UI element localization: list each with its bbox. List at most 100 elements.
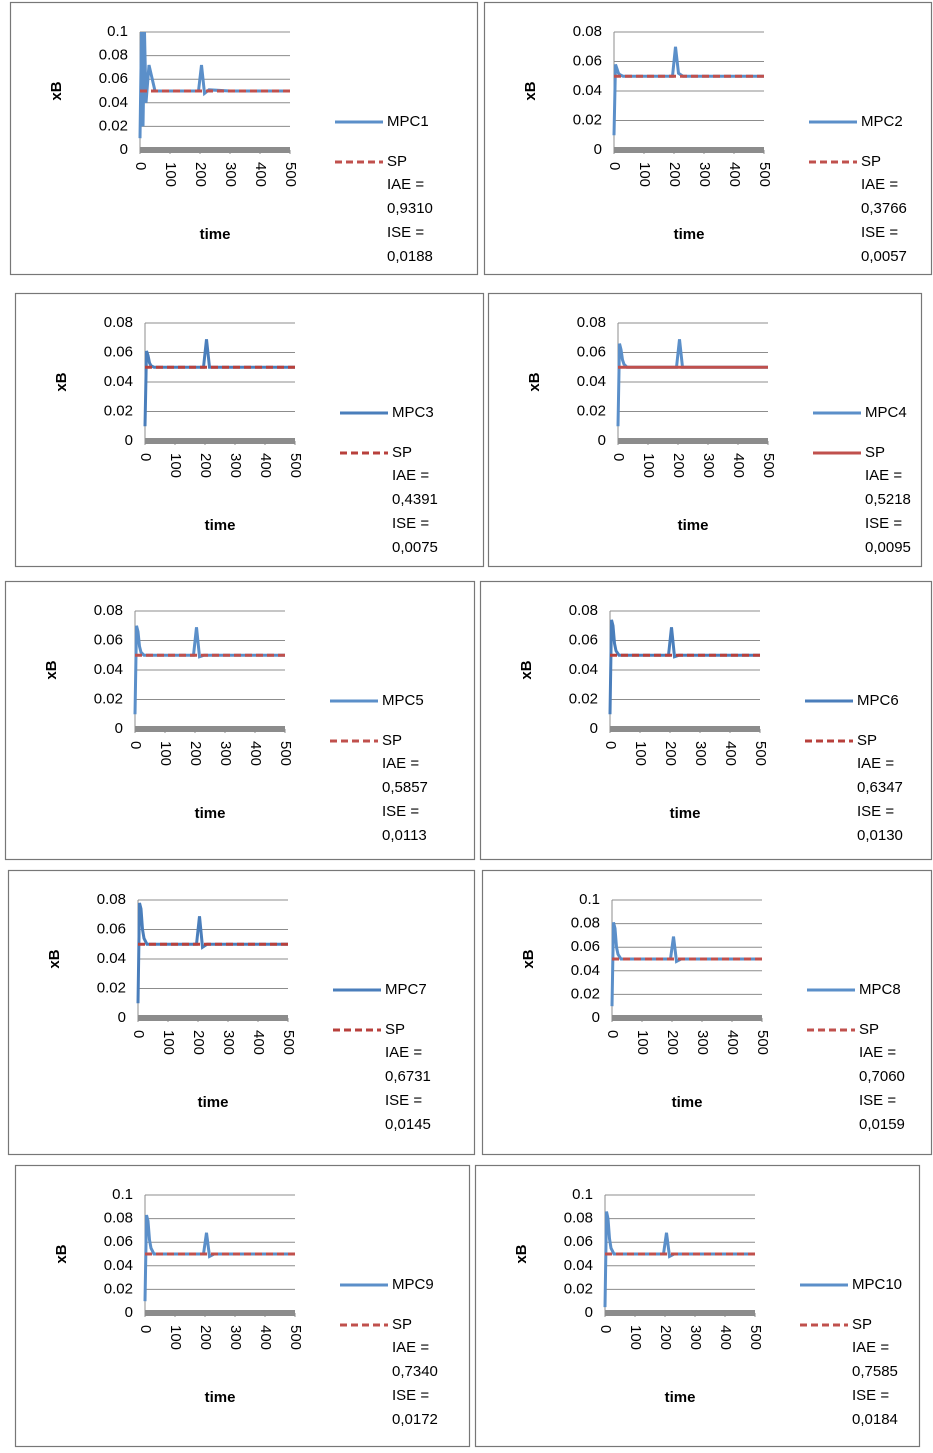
- x-tick-label: 300: [696, 162, 713, 187]
- x-tick-label: 200: [190, 1030, 207, 1055]
- y-tick-label: 0.02: [564, 1280, 593, 1297]
- x-tick-label: 200: [197, 1325, 214, 1350]
- y-tick-label: 0.08: [97, 891, 126, 908]
- data-line: [145, 1215, 295, 1301]
- y-tick-label: 0.08: [569, 602, 598, 619]
- annotation: IAE =: [392, 1339, 429, 1356]
- x-tick-label: 400: [252, 162, 269, 187]
- legend-label: MPC9: [392, 1276, 434, 1293]
- annotation: IAE =: [392, 467, 429, 484]
- y-tick-label: 0: [598, 432, 606, 449]
- x-tick-label: 0: [602, 741, 619, 749]
- data-line: [610, 620, 760, 714]
- annotation: 0,0113: [382, 827, 427, 844]
- x-tick-label: 400: [726, 162, 743, 187]
- y-tick-label: 0.1: [112, 1186, 133, 1203]
- x-tick-label: 500: [747, 1325, 764, 1350]
- y-tick-label: 0.04: [99, 94, 128, 111]
- annotation: 0,0095: [865, 539, 911, 556]
- annotation: 0,0075: [392, 539, 438, 556]
- annotation: IAE =: [861, 176, 898, 193]
- x-tick-label: 400: [257, 453, 274, 478]
- y-tick-label: 0.06: [94, 631, 123, 648]
- y-tick-label: 0.08: [564, 1210, 593, 1227]
- x-tick-label: 200: [662, 741, 679, 766]
- annotation: 0,7060: [859, 1068, 905, 1085]
- legend-label: MPC5: [382, 692, 424, 709]
- chart-panel: 00.020.040.060.080.10100200300400500time…: [476, 1166, 920, 1447]
- legend-label: MPC1: [387, 113, 429, 130]
- y-tick-label: 0: [585, 1304, 593, 1321]
- x-tick-label: 0: [130, 1030, 147, 1038]
- annotation: 0,0145: [385, 1116, 431, 1133]
- annotation: 0,0159: [859, 1116, 905, 1133]
- y-axis-title: xB: [520, 949, 537, 968]
- annotation: 0,9310: [387, 200, 433, 217]
- x-tick-label: 100: [157, 741, 174, 766]
- y-tick-label: 0.04: [104, 1257, 133, 1274]
- annotation: 0,0130: [857, 827, 903, 844]
- chart-panel: 00.020.040.060.080100200300400500timexBM…: [485, 3, 932, 275]
- y-axis-title: xB: [53, 1244, 70, 1263]
- y-tick-label: 0: [115, 720, 123, 737]
- y-axis-title: xB: [48, 81, 65, 100]
- x-axis-title: time: [678, 517, 709, 534]
- legend-label: MPC10: [852, 1276, 902, 1293]
- annotation: ISE =: [865, 515, 902, 532]
- data-line: [605, 1212, 755, 1308]
- y-tick-label: 0.02: [577, 402, 606, 419]
- x-tick-label: 400: [247, 741, 264, 766]
- panel-border: [16, 1166, 470, 1447]
- x-tick-label: 400: [724, 1030, 741, 1055]
- x-axis-title: time: [205, 517, 236, 534]
- x-tick-label: 500: [760, 453, 777, 478]
- annotation: IAE =: [387, 176, 424, 193]
- chart-grid: 0 0.02 0.04 0.06 0.08 0.1 0 100 200 300 400 500 time…: [0, 0, 933, 1448]
- x-tick-label: 300: [692, 741, 709, 766]
- x-tick-label: 100: [162, 162, 179, 187]
- y-tick-label: 0.06: [577, 343, 606, 360]
- annotation: 0,7585: [852, 1363, 898, 1380]
- y-tick-label: 0.06: [97, 920, 126, 937]
- y-tick-label: 0.1: [572, 1186, 593, 1203]
- x-tick-label: 0: [127, 741, 144, 749]
- annotation: IAE =: [385, 1044, 422, 1061]
- x-tick-label: 300: [687, 1325, 704, 1350]
- panel-border: [9, 871, 475, 1155]
- legend-label: SP: [865, 444, 885, 461]
- y-axis-title: xB: [522, 81, 539, 100]
- x-tick-label: 0: [610, 453, 627, 461]
- x-tick-label: 300: [222, 162, 239, 187]
- legend-label: SP: [385, 1021, 405, 1038]
- annotation: ISE =: [857, 803, 894, 820]
- legend-label: SP: [387, 153, 407, 170]
- legend-label: SP: [392, 444, 412, 461]
- y-tick-label: 0.08: [577, 314, 606, 331]
- y-tick-label: 0.04: [569, 661, 598, 678]
- x-tick-label: 200: [187, 741, 204, 766]
- x-tick-label: 300: [694, 1030, 711, 1055]
- y-axis-title: xB: [518, 660, 535, 679]
- y-tick-label: 0.04: [564, 1257, 593, 1274]
- y-tick-label: 0.08: [571, 915, 600, 932]
- x-tick-label: 100: [636, 162, 653, 187]
- annotation: ISE =: [387, 224, 424, 241]
- x-tick-label: 200: [657, 1325, 674, 1350]
- y-tick-label: 0.06: [571, 938, 600, 955]
- x-tick-label: 100: [167, 453, 184, 478]
- annotation: IAE =: [382, 755, 419, 772]
- annotation: ISE =: [392, 1387, 429, 1404]
- panel-border: [483, 871, 932, 1155]
- y-axis-title: xB: [513, 1244, 530, 1263]
- data-line: [140, 32, 290, 138]
- y-tick-label: 0.06: [104, 343, 133, 360]
- legend-label: MPC6: [857, 692, 899, 709]
- legend-label: SP: [852, 1316, 872, 1333]
- x-axis-title: time: [670, 805, 701, 822]
- annotation: 0,6731: [385, 1068, 431, 1085]
- x-tick-label: 0: [604, 1030, 621, 1038]
- y-axis-title: xB: [46, 949, 63, 968]
